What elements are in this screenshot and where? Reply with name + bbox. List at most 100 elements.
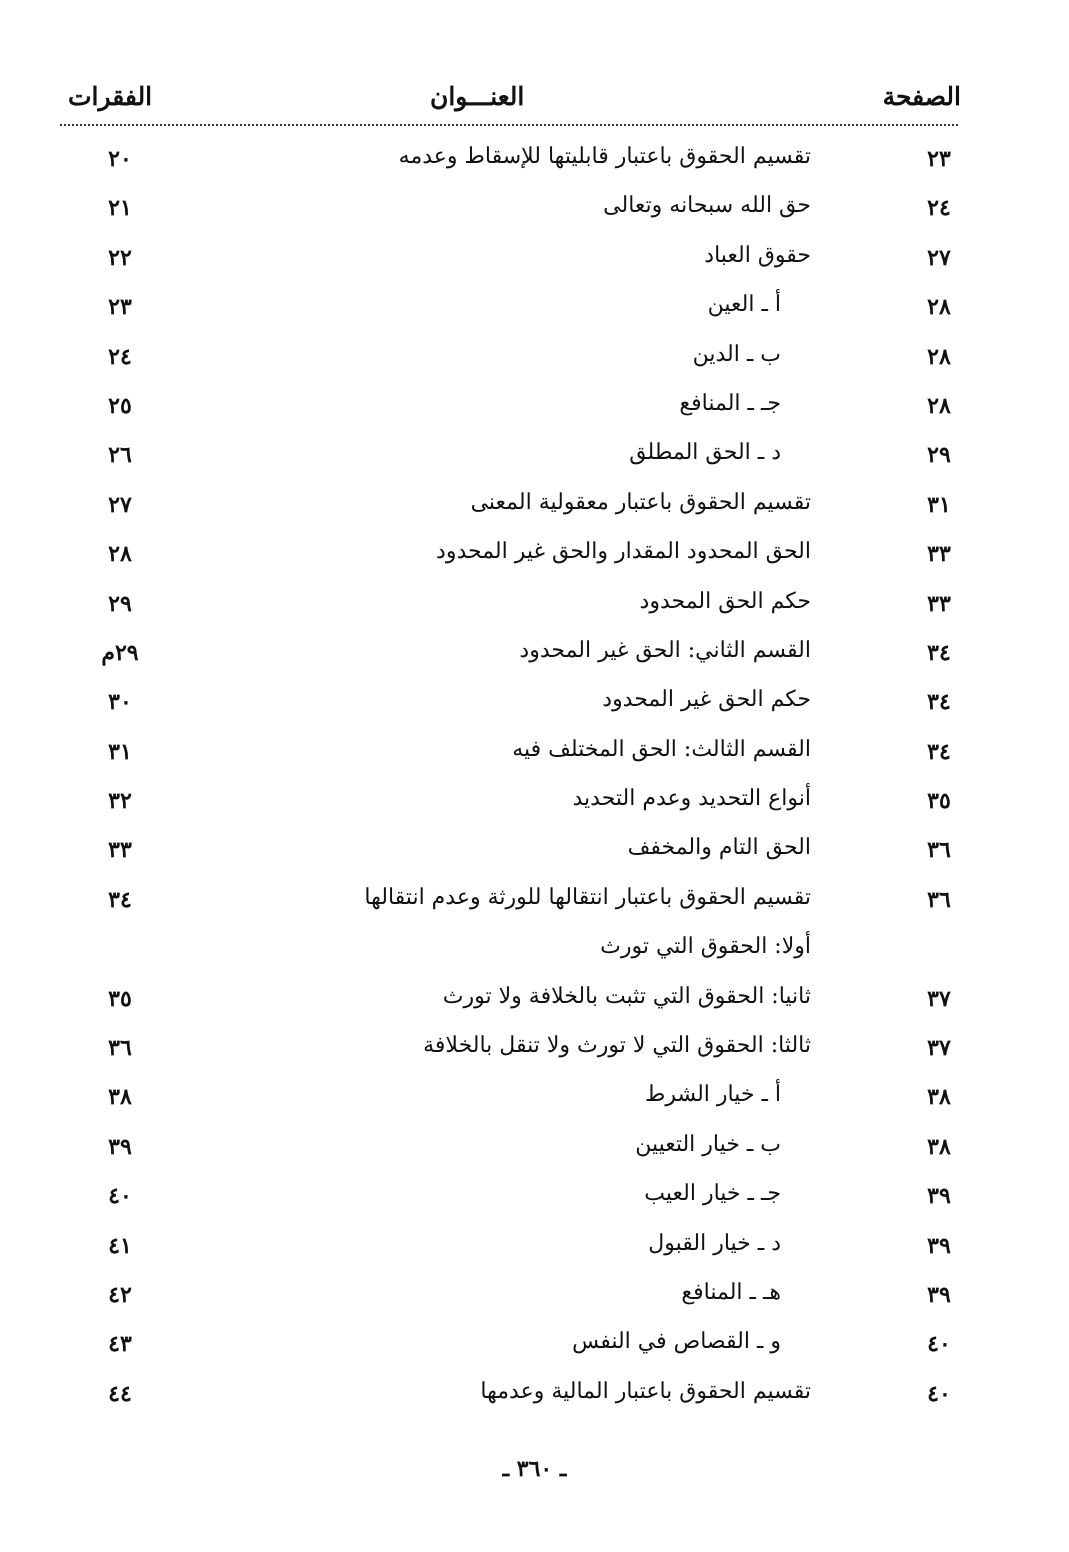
toc-page-number: ٢٩: [927, 442, 951, 469]
page-number: ـ ٣٦٠ ـ: [502, 1456, 567, 1482]
toc-row: ٣٧ ثالثا: الحقوق التي لا تورث ولا تنقل با…: [0, 1029, 1069, 1078]
toc-page-number: ٤٠: [927, 1331, 951, 1358]
toc-row: ٢٨ جـ ـ المنافع ٢٥: [0, 387, 1069, 436]
toc-row: ٣٤ حكم الحق غير المحدود ٣٠: [0, 683, 1069, 732]
toc-page-number: ٣٨: [927, 1084, 951, 1111]
toc-page-number: ٣٧: [927, 985, 951, 1012]
toc-paragraph-number: ٢٨: [108, 541, 132, 568]
header-page: الصفحة: [882, 82, 961, 111]
toc-row: ٣٦ الحق التام والمخفف ٣٣: [0, 831, 1069, 880]
toc-page-number: ٣٩: [927, 1183, 951, 1210]
toc-page-number: ٣٤: [927, 639, 951, 666]
toc-entry-title: و ـ القصاص في النفس: [572, 1329, 781, 1355]
toc-row: ٢٨ ب ـ الدين ٢٤: [0, 338, 1069, 387]
toc-paragraph-number: ٢٤: [108, 343, 132, 370]
toc-row: أولا: الحقوق التي تورث: [0, 930, 1069, 979]
toc-paragraph-number: ٣١: [108, 738, 132, 765]
toc-entry-title: الحق المحدود المقدار والحق غير المحدود: [436, 539, 811, 565]
toc-list: ٢٣ تقسيم الحقوق باعتبار قابليتها للإسقاط …: [0, 140, 1069, 1424]
toc-page-number: ٢٧: [927, 244, 951, 271]
toc-paragraph-number: ٢٠: [108, 146, 132, 172]
toc-entry-title: حكم الحق غير المحدود: [602, 687, 811, 713]
toc-entry-title: حق الله سبحانه وتعالى: [603, 193, 811, 219]
toc-entry-title: القسم الثالث: الحق المختلف فيه: [512, 736, 811, 762]
toc-paragraph-number: ٣٢: [108, 788, 132, 815]
toc-page-number: ٣٣: [927, 541, 951, 568]
toc-paragraph-number: ٢٧: [108, 491, 132, 518]
toc-entry-title: تقسيم الحقوق باعتبار المالية وعدمها: [480, 1378, 811, 1404]
toc-paragraph-number: ٢٩: [108, 590, 132, 617]
toc-row: ٣١ تقسيم الحقوق باعتبار معقولية المعنى ٢٧: [0, 486, 1069, 535]
toc-entry-title: أ ـ العين: [707, 292, 781, 318]
toc-row: ٢٣ تقسيم الحقوق باعتبار قابليتها للإسقاط …: [0, 140, 1069, 189]
toc-paragraph-number: ٣٤: [108, 886, 132, 913]
toc-paragraph-number: ٢١: [108, 195, 132, 222]
toc-row: ٣٦ تقسيم الحقوق باعتبار انتقالها للورثة و…: [0, 881, 1069, 930]
header-title: العنـــوان: [430, 82, 525, 111]
toc-paragraph-number: ٢٥: [108, 392, 132, 419]
toc-row: ٣٣ حكم الحق المحدود ٢٩: [0, 585, 1069, 634]
toc-page-number: ٢٤: [927, 195, 951, 222]
toc-row: ٣٨ ب ـ خيار التعيين ٣٩: [0, 1128, 1069, 1177]
toc-row: ٤٠ تقسيم الحقوق باعتبار المالية وعدمها ٤٤: [0, 1375, 1069, 1424]
toc-entry-title: أنواع التحديد وعدم التحديد: [572, 786, 812, 812]
toc-page-number: ٣٥: [927, 788, 951, 815]
toc-page-number: ٣٧: [927, 1035, 951, 1062]
toc-entry-title: ب ـ الدين: [692, 341, 781, 367]
toc-entry-title: الحق التام والمخفف: [627, 835, 811, 861]
toc-row: ٣٤ القسم الثالث: الحق المختلف فيه ٣١: [0, 733, 1069, 782]
toc-row: ٢٤ حق الله سبحانه وتعالى ٢١: [0, 189, 1069, 238]
toc-paragraph-number: ٢٣: [108, 294, 132, 321]
toc-paragraph-number: ٤٠: [108, 1183, 132, 1210]
toc-page-number: ٢٨: [927, 294, 951, 321]
toc-row: ٣٤ القسم الثاني: الحق غير المحدود ٢٩م: [0, 634, 1069, 683]
toc-page-number: ٣١: [927, 491, 951, 518]
toc-paragraph-number: ٢٢: [108, 244, 132, 271]
toc-row: ٣٣ الحق المحدود المقدار والحق غير المحدود…: [0, 535, 1069, 584]
toc-paragraph-number: ٣٦: [108, 1035, 132, 1062]
toc-row: ٢٧ حقوق العباد ٢٢: [0, 239, 1069, 288]
toc-page-number: ٣٤: [927, 689, 951, 716]
toc-page-number: ٣٣: [927, 590, 951, 617]
toc-paragraph-number: ٤١: [108, 1232, 132, 1259]
toc-page-number: ٣٨: [927, 1133, 951, 1160]
toc-entry-title: تقسيم الحقوق باعتبار معقولية المعنى: [470, 489, 811, 515]
toc-entry-title: أولا: الحقوق التي تورث: [600, 934, 811, 960]
toc-row: ٣٥ أنواع التحديد وعدم التحديد ٣٢: [0, 782, 1069, 831]
toc-paragraph-number: ٤٢: [108, 1281, 132, 1308]
toc-page-number: ٢٣: [927, 146, 951, 172]
toc-paragraph-number: ٤٤: [108, 1380, 132, 1407]
toc-row: ٣٩ جـ ـ خيار العيب ٤٠: [0, 1177, 1069, 1226]
toc-entry-title: حقوق العباد: [704, 242, 811, 268]
toc-entry-title: د ـ الحق المطلق: [629, 440, 781, 466]
toc-page-number: ٣٩: [927, 1232, 951, 1259]
toc-row: ٤٠ و ـ القصاص في النفس ٤٣: [0, 1325, 1069, 1374]
header-dotted-rule: [60, 124, 958, 126]
toc-paragraph-number: ٢٦: [108, 442, 132, 469]
toc-row: ٣٩ هـ ـ المنافع ٤٢: [0, 1276, 1069, 1325]
toc-paragraph-number: ٣٥: [108, 985, 132, 1012]
toc-entry-title: هـ ـ المنافع: [681, 1279, 781, 1305]
toc-entry-title: أ ـ خيار الشرط: [644, 1082, 781, 1108]
toc-entry-title: ثانيا: الحقوق التي تثبت بالخلافة ولا تور…: [442, 983, 811, 1009]
toc-row: ٣٩ د ـ خيار القبول ٤١: [0, 1227, 1069, 1276]
toc-entry-title: ب ـ خيار التعيين: [635, 1131, 781, 1157]
toc-paragraph-number: ٣٣: [108, 837, 132, 864]
toc-row: ٣٧ ثانيا: الحقوق التي تثبت بالخلافة ولا ت…: [0, 980, 1069, 1029]
toc-entry-title: القسم الثاني: الحق غير المحدود: [519, 637, 811, 663]
toc-page-number: ٣٦: [927, 886, 951, 913]
toc-paragraph-number: ٣٠: [108, 689, 132, 716]
toc-row: ٢٩ د ـ الحق المطلق ٢٦: [0, 436, 1069, 485]
toc-entry-title: حكم الحق المحدود: [639, 588, 811, 614]
toc-paragraph-number: ٤٣: [108, 1331, 132, 1358]
toc-page-number: ٤٠: [927, 1380, 951, 1407]
toc-page-number: ٣٤: [927, 738, 951, 765]
toc-paragraph-number: ٢٩م: [101, 639, 139, 666]
toc-entry-title: جـ ـ المنافع: [679, 390, 781, 416]
toc-row: ٣٨ أ ـ خيار الشرط ٣٨: [0, 1078, 1069, 1127]
toc-page-number: ٣٩: [927, 1281, 951, 1308]
header-paragraphs: الفقرات: [68, 82, 153, 111]
toc-entry-title: د ـ خيار القبول: [648, 1230, 781, 1256]
toc-row: ٢٨ أ ـ العين ٢٣: [0, 288, 1069, 337]
toc-entry-title: تقسيم الحقوق باعتبار قابليتها للإسقاط وع…: [398, 144, 811, 169]
